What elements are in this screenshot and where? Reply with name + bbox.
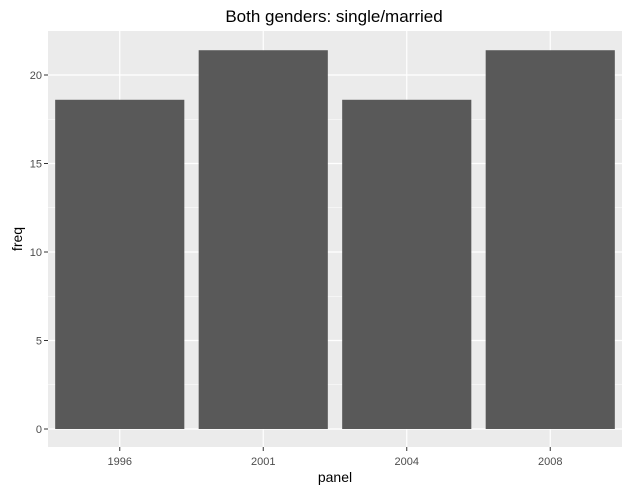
y-tick-label: 20 bbox=[30, 70, 42, 82]
y-tick-label: 5 bbox=[36, 336, 42, 348]
bar-2008 bbox=[485, 50, 615, 429]
x-axis-title: panel bbox=[318, 469, 352, 485]
y-tick-label: 10 bbox=[30, 247, 42, 259]
y-tick-label: 0 bbox=[36, 424, 42, 436]
chart-title: Both genders: single/married bbox=[225, 7, 442, 26]
y-axis-title: freq bbox=[9, 227, 25, 251]
bar-2004 bbox=[342, 99, 472, 429]
bar-2001 bbox=[198, 50, 328, 429]
bar-1996 bbox=[55, 99, 185, 429]
x-tick-label: 2008 bbox=[538, 456, 562, 468]
y-tick-label: 15 bbox=[30, 159, 42, 171]
y-axis-ticks: 0 5 10 15 20 bbox=[30, 70, 48, 436]
x-tick-label: 1996 bbox=[108, 456, 132, 468]
x-axis-ticks: 1996 2001 2004 2008 bbox=[108, 447, 562, 468]
x-tick-label: 2004 bbox=[395, 456, 419, 468]
x-tick-label: 2001 bbox=[251, 456, 275, 468]
bars bbox=[55, 50, 615, 429]
